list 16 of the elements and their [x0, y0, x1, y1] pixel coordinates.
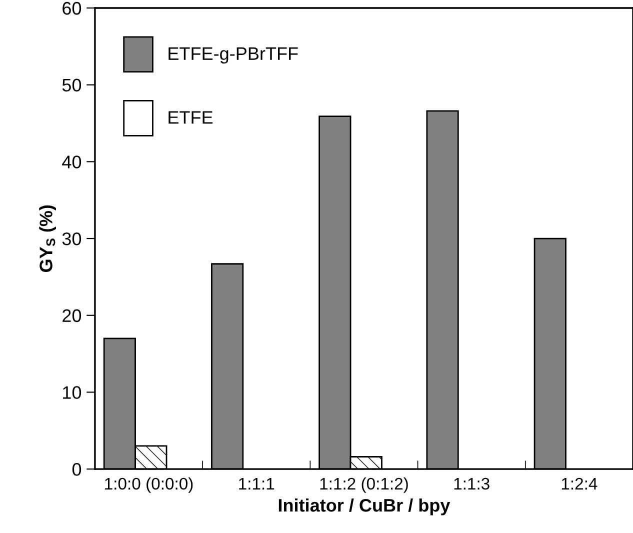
- y-axis-title: GY$_{S}$ (%): [39, 205, 56, 272]
- y-tick-label: 10: [63, 386, 82, 399]
- y-tick-label: 60: [62, 2, 82, 15]
- y-tick-label: 40: [62, 156, 82, 168]
- legend-label: ETFE-g-PBrTFF: [168, 47, 298, 64]
- legend-label: ETFE: [168, 111, 213, 124]
- x-tick-label: 1:1:2 (0:1:2): [320, 477, 408, 493]
- x-tick-label: 1:1:3: [454, 478, 490, 490]
- y-tick-label: 50: [62, 78, 82, 92]
- y-tick-label: 0: [72, 462, 82, 476]
- x-axis-title: Initiator / CuBr / bpy: [278, 498, 450, 516]
- x-tick-label: 1:2:4: [562, 478, 598, 490]
- y-tick-label: 20: [62, 309, 82, 322]
- y-tick-label: 30: [62, 232, 82, 246]
- x-tick-label: 1:1:1: [239, 478, 274, 490]
- x-tick-label: 1:0:0 (0:0:0): [105, 477, 193, 493]
